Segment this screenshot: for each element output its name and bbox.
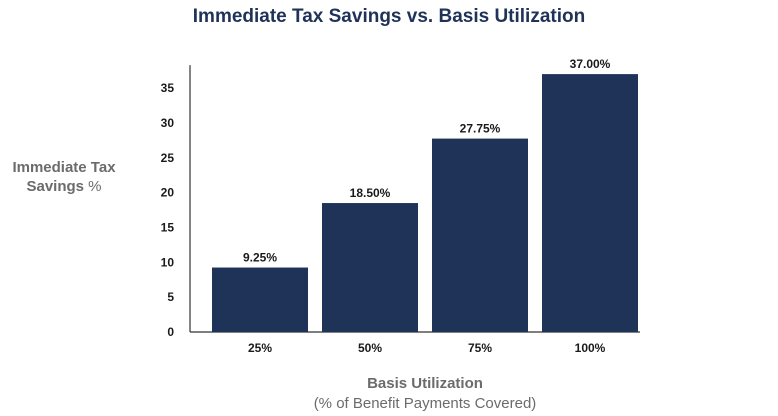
- bar: [212, 267, 308, 332]
- x-axis-label-subtitle: (% of Benefit Payments Covered): [313, 395, 537, 412]
- x-axis-label: Basis Utilization (% of Benefit Payments…: [225, 374, 625, 414]
- y-tick-label: 30: [161, 116, 175, 130]
- x-tick-label: 75%: [468, 341, 492, 355]
- bar: [542, 74, 638, 333]
- x-tick-label: 100%: [575, 341, 606, 355]
- y-tick-label: 10: [161, 255, 175, 269]
- data-label: 18.50%: [350, 186, 391, 200]
- y-tick-label: 5: [167, 290, 174, 304]
- y-tick-label: 35: [161, 81, 175, 95]
- y-axis-label-text: Immediate Tax Savings: [12, 159, 116, 195]
- chart-title: Immediate Tax Savings vs. Basis Utilizat…: [192, 6, 586, 27]
- y-axis-label-unit: %: [88, 178, 102, 195]
- y-tick-label: 20: [161, 186, 175, 200]
- x-tick-label: 50%: [358, 341, 382, 355]
- y-tick-label: 15: [161, 220, 175, 234]
- x-axis-label-text: Basis Utilization: [367, 375, 483, 392]
- bar: [322, 203, 418, 332]
- data-label: 9.25%: [243, 251, 277, 265]
- y-tick-label: 25: [161, 151, 175, 165]
- y-tick-label: 0: [167, 325, 174, 339]
- data-label: 37.00%: [570, 57, 611, 71]
- bar: [432, 138, 528, 332]
- x-tick-label: 25%: [248, 341, 272, 355]
- y-axis-label: Immediate Tax Savings %: [4, 158, 124, 196]
- data-label: 27.75%: [460, 122, 501, 136]
